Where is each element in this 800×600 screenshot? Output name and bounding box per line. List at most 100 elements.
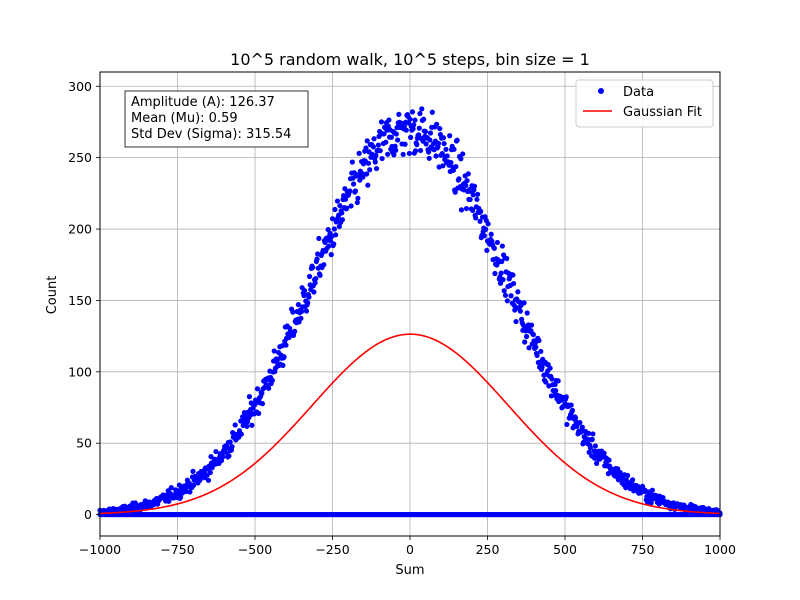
data-point xyxy=(326,243,332,249)
data-point xyxy=(339,210,345,216)
data-point xyxy=(419,106,425,112)
data-point xyxy=(483,226,489,232)
data-point xyxy=(373,165,380,172)
data-point xyxy=(396,111,402,117)
data-point xyxy=(334,198,341,204)
y-tick-label: 50 xyxy=(76,436,92,451)
data-point xyxy=(521,300,527,306)
data-point xyxy=(568,402,574,408)
data-point xyxy=(317,272,323,278)
data-point xyxy=(499,243,505,249)
data-point xyxy=(416,125,422,131)
chart-title: 10^5 random walk, 10^5 steps, bin size =… xyxy=(230,50,590,69)
data-point xyxy=(443,146,449,152)
data-point xyxy=(510,280,517,287)
data-point xyxy=(481,233,487,239)
data-point xyxy=(504,255,510,262)
data-point xyxy=(208,454,214,460)
data-point xyxy=(395,137,401,143)
data-point xyxy=(372,159,378,165)
stats-std: Std Dev (Sigma): 315.54 xyxy=(131,127,291,142)
data-point xyxy=(427,137,433,143)
data-point xyxy=(589,436,595,443)
data-point xyxy=(266,385,272,391)
data-point xyxy=(433,153,439,159)
data-point xyxy=(553,388,559,394)
data-point xyxy=(473,215,479,221)
x-tick-label: −500 xyxy=(238,542,272,557)
data-point xyxy=(314,256,320,262)
data-point xyxy=(410,126,416,132)
data-point xyxy=(298,308,305,315)
data-point xyxy=(301,293,307,299)
data-point xyxy=(435,140,442,146)
data-point xyxy=(534,352,540,359)
data-point xyxy=(549,376,555,382)
data-point xyxy=(205,477,212,483)
data-point xyxy=(451,146,457,152)
data-points xyxy=(97,106,723,518)
data-point xyxy=(543,379,549,385)
data-point xyxy=(440,135,447,141)
y-axis-label: Count xyxy=(45,276,60,315)
data-point xyxy=(547,365,553,371)
data-point xyxy=(522,339,528,345)
data-point xyxy=(501,288,507,294)
x-axis-ticks: −1000 −750 −500 −250 0 250 500 750 1000 xyxy=(79,536,736,557)
y-tick-label: 250 xyxy=(68,150,92,165)
data-point xyxy=(538,348,544,355)
x-tick-label: 1000 xyxy=(704,542,736,557)
data-point xyxy=(585,430,592,436)
data-point xyxy=(555,378,561,384)
data-point xyxy=(383,139,389,145)
data-point xyxy=(528,322,535,328)
data-point xyxy=(246,394,253,400)
data-point xyxy=(229,444,235,450)
data-point xyxy=(386,117,392,123)
data-point xyxy=(385,151,391,157)
data-point xyxy=(594,460,600,466)
data-point xyxy=(401,123,408,129)
x-tick-label: 0 xyxy=(406,542,414,557)
data-point xyxy=(471,183,478,189)
data-point xyxy=(371,136,377,142)
data-point xyxy=(280,362,286,368)
data-point xyxy=(333,232,339,238)
data-point xyxy=(411,122,417,128)
gaussian-fit-line xyxy=(99,333,721,515)
data-point xyxy=(332,206,338,213)
data-point xyxy=(474,191,481,197)
data-point xyxy=(176,482,182,488)
data-point xyxy=(339,217,346,223)
data-point xyxy=(453,163,459,170)
data-point xyxy=(417,147,424,154)
y-tick-label: 200 xyxy=(68,222,92,237)
data-point xyxy=(166,498,172,504)
data-point xyxy=(452,189,458,195)
data-point xyxy=(305,300,311,306)
data-point xyxy=(256,410,262,416)
data-point xyxy=(464,177,470,184)
data-point xyxy=(508,293,514,299)
data-point xyxy=(444,153,450,159)
data-point xyxy=(437,125,443,132)
data-point xyxy=(356,150,362,156)
data-point xyxy=(350,181,357,187)
data-point xyxy=(498,270,504,276)
data-point xyxy=(271,348,277,354)
data-point xyxy=(513,318,519,325)
data-point xyxy=(530,332,536,338)
data-point xyxy=(329,216,336,222)
data-point xyxy=(448,159,454,166)
data-point xyxy=(408,134,414,140)
data-point xyxy=(423,141,429,147)
data-point xyxy=(244,423,250,429)
data-point xyxy=(365,182,371,188)
data-point xyxy=(367,167,373,173)
data-point xyxy=(392,143,398,149)
data-point xyxy=(606,457,612,463)
data-point xyxy=(409,109,416,115)
data-point xyxy=(526,345,532,351)
data-point xyxy=(524,310,530,316)
data-point xyxy=(563,394,569,400)
